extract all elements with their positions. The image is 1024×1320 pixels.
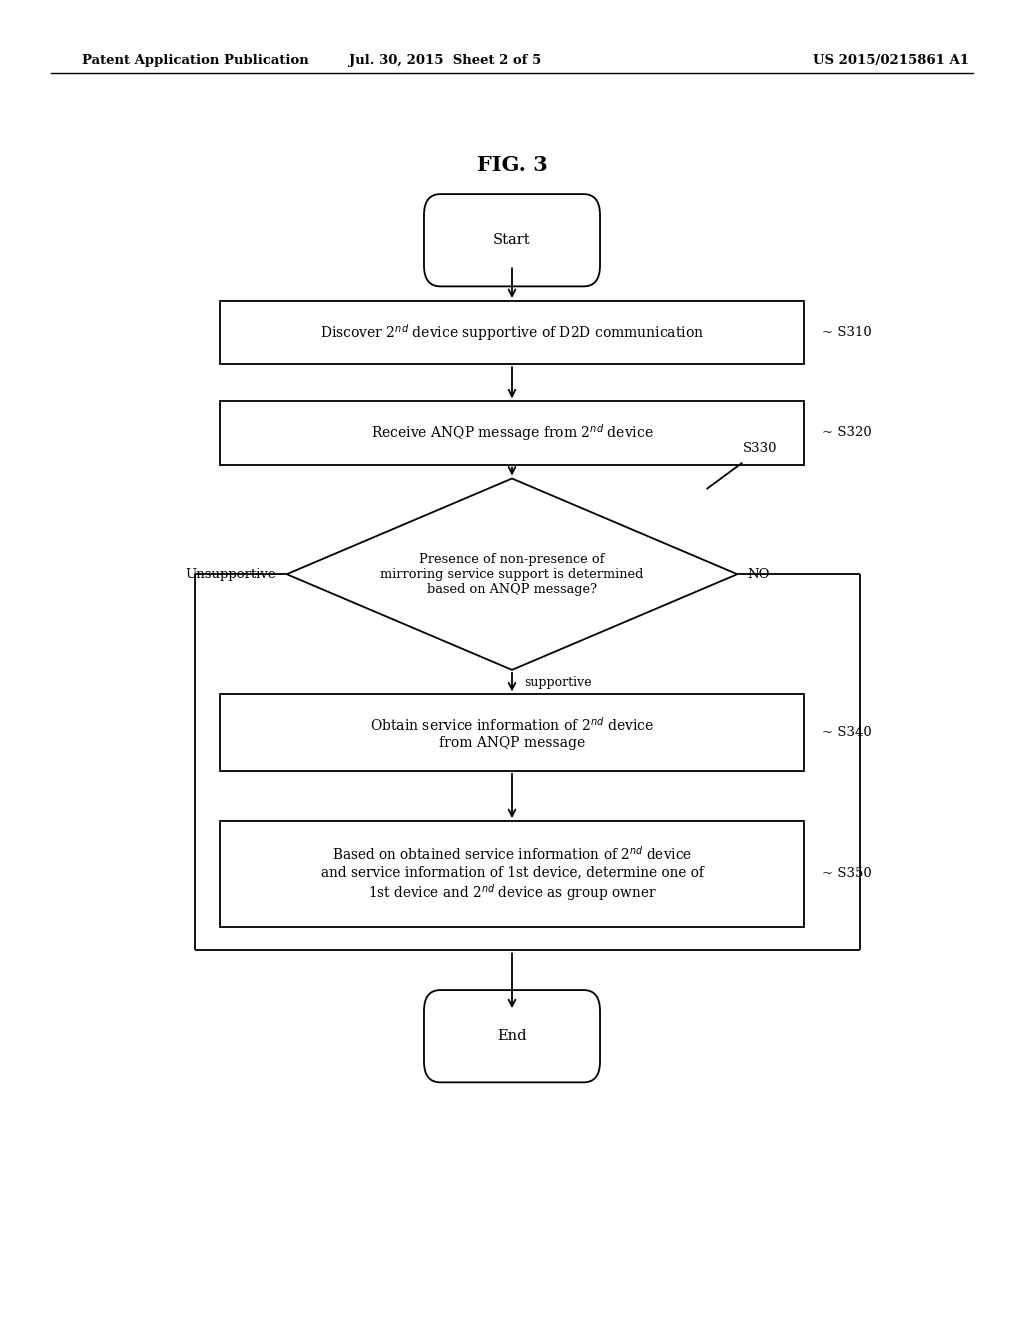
Bar: [220, 401, 804, 465]
Polygon shape: [287, 479, 737, 671]
Text: Unsupportive: Unsupportive: [185, 568, 276, 581]
Text: Discover 2$^{nd}$ device supportive of D2D communication: Discover 2$^{nd}$ device supportive of D…: [319, 322, 705, 343]
Text: Receive ANQP message from 2$^{nd}$ device: Receive ANQP message from 2$^{nd}$ devic…: [371, 422, 653, 444]
Text: US 2015/0215861 A1: US 2015/0215861 A1: [813, 54, 969, 67]
Text: Start: Start: [494, 234, 530, 247]
Text: S330: S330: [742, 442, 777, 454]
FancyBboxPatch shape: [424, 194, 600, 286]
Text: Patent Application Publication: Patent Application Publication: [82, 54, 308, 67]
Text: Jul. 30, 2015  Sheet 2 of 5: Jul. 30, 2015 Sheet 2 of 5: [349, 54, 542, 67]
Bar: [220, 821, 804, 927]
Text: Based on obtained service information of 2$^{nd}$ device
and service information: Based on obtained service information of…: [321, 845, 703, 903]
Text: ~ S320: ~ S320: [822, 426, 872, 440]
Bar: [220, 694, 804, 771]
Text: Obtain service information of 2$^{nd}$ device
from ANQP message: Obtain service information of 2$^{nd}$ d…: [370, 715, 654, 750]
Text: NO: NO: [748, 568, 770, 581]
Text: End: End: [498, 1030, 526, 1043]
Text: ~ S310: ~ S310: [822, 326, 872, 339]
Text: supportive: supportive: [524, 676, 592, 689]
Bar: [220, 301, 804, 364]
Text: ~ S340: ~ S340: [822, 726, 872, 739]
Text: ~ S350: ~ S350: [822, 867, 872, 880]
Text: Presence of non-presence of
mirroring service support is determined
based on ANQ: Presence of non-presence of mirroring se…: [380, 553, 644, 595]
Text: FIG. 3: FIG. 3: [476, 154, 548, 176]
FancyBboxPatch shape: [424, 990, 600, 1082]
